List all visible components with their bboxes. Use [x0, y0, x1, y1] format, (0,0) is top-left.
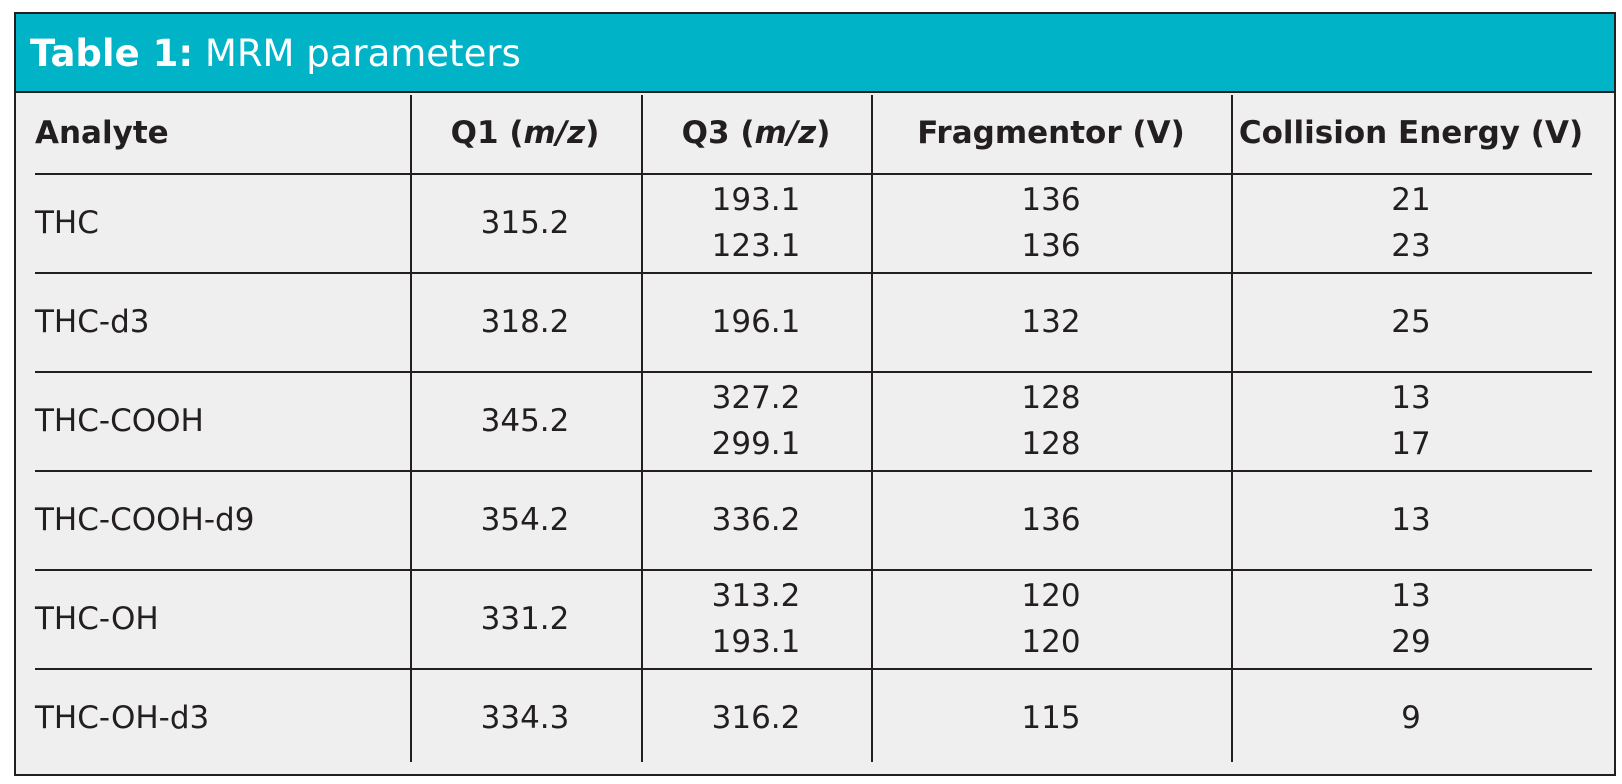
header-cell: Analyte [35, 115, 169, 151]
value-cell: 120 [1021, 623, 1081, 660]
analyte-cell: THC-COOH-d9 [35, 501, 255, 538]
value-cell: 136 [1021, 501, 1081, 538]
header-cell: Fragmentor (V) [917, 115, 1185, 151]
value-cell: 299.1 [711, 425, 801, 462]
value-cell: 132 [1021, 303, 1081, 340]
row-rule [35, 569, 1592, 571]
table-frame: Table 1: MRM parameters Analyte Q1 (m/z) Q… [14, 12, 1616, 776]
header-text: Collision Energy (V) [1238, 115, 1584, 151]
header-text: ) [816, 115, 831, 151]
value-cell: 120 [1021, 577, 1081, 614]
value-cell: 336.2 [711, 501, 801, 538]
value-cell: 21 [1391, 181, 1431, 218]
value-cell: 23 [1391, 227, 1431, 264]
header-unit: m/z [754, 115, 817, 151]
value-cell: 331.2 [480, 600, 570, 637]
header-text: Q1 ( [450, 115, 524, 151]
row-rule [35, 272, 1592, 274]
title-label: Table 1: [30, 32, 194, 75]
value-cell: 316.2 [711, 699, 801, 736]
header-cell: Q1 (m/z) [451, 115, 600, 151]
value-cell: 115 [1021, 699, 1081, 736]
header-unit: m/z [523, 115, 586, 151]
value-cell: 13 [1391, 501, 1431, 538]
row-rule [35, 371, 1592, 373]
column-rule [641, 95, 643, 762]
value-cell: 345.2 [480, 402, 570, 439]
value-cell: 354.2 [480, 501, 570, 538]
value-cell: 29 [1391, 623, 1431, 660]
value-cell: 327.2 [711, 379, 801, 416]
value-cell: 128 [1021, 425, 1081, 462]
value-cell: 9 [1401, 699, 1421, 736]
value-cell: 193.1 [711, 181, 801, 218]
value-cell: 13 [1391, 379, 1431, 416]
column-rule [1231, 95, 1233, 762]
value-cell: 13 [1391, 577, 1431, 614]
column-rule [410, 95, 412, 762]
analyte-cell: THC-OH [35, 600, 159, 637]
value-cell: 318.2 [480, 303, 570, 340]
header-text: Analyte [35, 115, 169, 151]
analyte-cell: THC-COOH [35, 402, 204, 439]
analyte-cell: THC-OH-d3 [35, 699, 210, 736]
header-text: ) [585, 115, 600, 151]
value-cell: 196.1 [711, 303, 801, 340]
header-text: Fragmentor (V) [917, 115, 1185, 151]
row-rule [35, 173, 1592, 175]
header-text: Q3 ( [681, 115, 755, 151]
analyte-cell: THC [35, 204, 99, 241]
value-cell: 17 [1391, 425, 1431, 462]
analyte-cell: THC-d3 [35, 303, 150, 340]
header-cell: Q3 (m/z) [682, 115, 831, 151]
value-cell: 313.2 [711, 577, 801, 614]
table-title: Table 1: MRM parameters [16, 14, 1614, 93]
value-cell: 136 [1021, 227, 1081, 264]
value-cell: 193.1 [711, 623, 801, 660]
header-cell: Collision Energy (V) [1239, 115, 1583, 151]
value-cell: 136 [1021, 181, 1081, 218]
value-cell: 123.1 [711, 227, 801, 264]
column-rule [871, 95, 873, 762]
value-cell: 128 [1021, 379, 1081, 416]
value-cell: 334.3 [480, 699, 570, 736]
value-cell: 25 [1391, 303, 1431, 340]
title-text: MRM parameters [204, 32, 521, 75]
value-cell: 315.2 [480, 204, 570, 241]
row-rule [35, 470, 1592, 472]
row-rule [35, 668, 1592, 670]
